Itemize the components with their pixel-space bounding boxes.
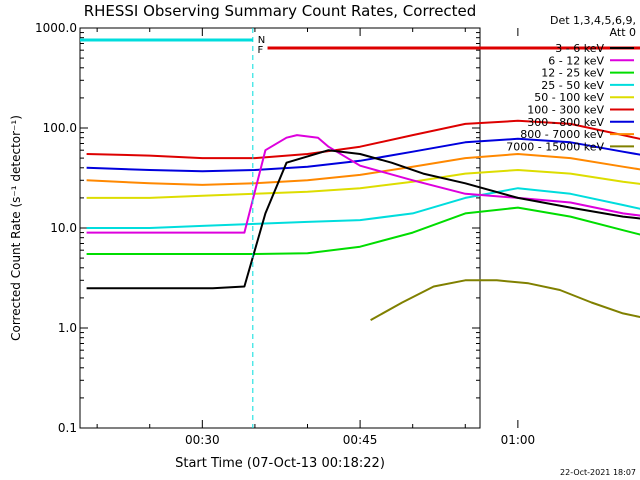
legend-label: 7000 - 15000 keV bbox=[506, 140, 604, 153]
x-axis-label: Start Time (07-Oct-13 00:18:22) bbox=[175, 456, 385, 471]
legend-label: 25 - 50 keV bbox=[541, 79, 604, 92]
x-tick-label: 01:00 bbox=[501, 433, 536, 447]
series-line bbox=[86, 149, 640, 290]
y-tick-label: 1.0 bbox=[58, 321, 77, 335]
y-tick-label: 100.0 bbox=[43, 121, 77, 135]
chart-title: RHESSI Observing Summary Count Rates, Co… bbox=[84, 2, 477, 20]
series-line bbox=[86, 134, 640, 234]
legend-label: 100 - 300 keV bbox=[527, 104, 604, 117]
series-line bbox=[370, 279, 640, 321]
flag-bar-label: N bbox=[258, 35, 265, 46]
legend-label: 6 - 12 keV bbox=[548, 54, 604, 67]
x-tick-label: 00:45 bbox=[343, 433, 378, 447]
series-line bbox=[86, 206, 640, 255]
y-tick-label: 10.0 bbox=[50, 221, 77, 235]
y-tick-label: 0.1 bbox=[58, 421, 77, 435]
legend-label: 800 - 7000 keV bbox=[520, 128, 604, 141]
x-tick-label: 00:30 bbox=[185, 433, 220, 447]
y-axis-label: Corrected Count Rate (s⁻¹ detector⁻¹) bbox=[9, 115, 23, 341]
legend-label: 12 - 25 keV bbox=[541, 67, 604, 80]
series-line bbox=[86, 153, 640, 186]
plot-area: 0.11.010.0100.01000.000:3000:4501:0001:1… bbox=[35, 21, 640, 447]
flag-bar-label: F bbox=[258, 45, 264, 56]
legend-header: Att 0 bbox=[610, 26, 636, 39]
footer-timestamp: 22-Oct-2021 18:07 bbox=[560, 468, 636, 477]
legend-label: 300 - 800 keV bbox=[527, 116, 604, 129]
series-line bbox=[86, 169, 640, 199]
series-line bbox=[86, 137, 640, 173]
y-tick-label: 1000.0 bbox=[35, 21, 77, 35]
legend-label: 50 - 100 keV bbox=[534, 91, 604, 104]
legend-label: 3 - 6 keV bbox=[555, 42, 604, 55]
series-line bbox=[86, 187, 640, 229]
legend-header: Det 1,3,4,5,6,9, bbox=[550, 14, 636, 27]
